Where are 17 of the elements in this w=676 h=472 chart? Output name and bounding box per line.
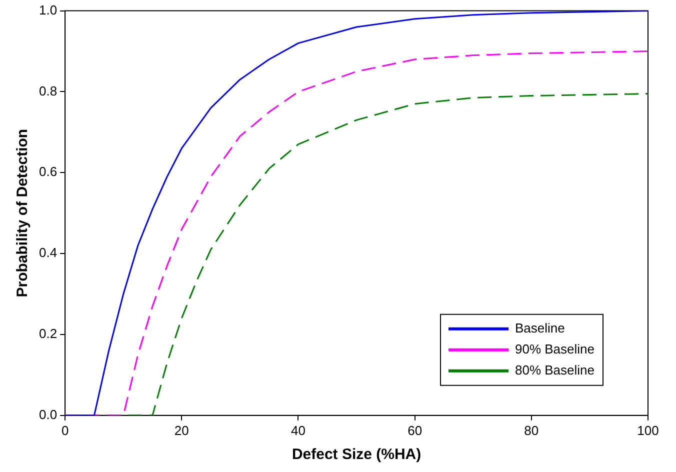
- legend-label: 80% Baseline: [515, 362, 594, 378]
- x-tick-label: 40: [291, 422, 306, 438]
- y-tick-label: 1.0: [38, 2, 58, 18]
- legend-label: 90% Baseline: [515, 341, 594, 356]
- x-axis-title: Defect Size (%HA): [292, 446, 422, 464]
- x-tick-label: 80: [524, 422, 539, 438]
- x-tick-label: 100: [637, 422, 659, 438]
- legend-label: Baseline: [515, 320, 565, 336]
- x-tick-label: 60: [408, 422, 422, 438]
- y-tick-label: 0.2: [38, 326, 58, 342]
- y-tick-label: 0.8: [38, 83, 58, 98]
- y-tick-label: 0.6: [38, 164, 58, 180]
- y-tick-label: 0.4: [38, 245, 58, 260]
- x-tick-label: 0: [61, 422, 69, 438]
- x-tick-label: 20: [174, 422, 189, 438]
- y-axis-title: Probability of Detection: [14, 128, 32, 298]
- y-tick-label: 0.0: [38, 406, 58, 422]
